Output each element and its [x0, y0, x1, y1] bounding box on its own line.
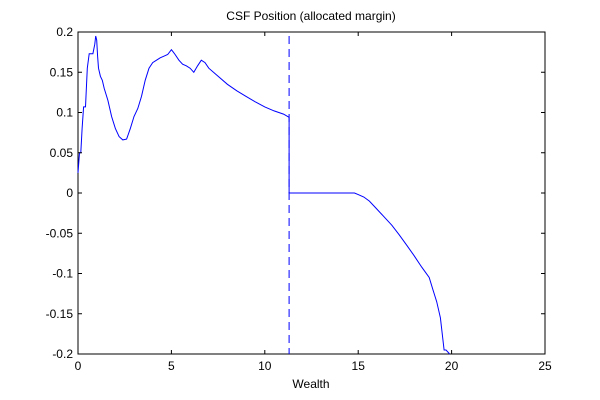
y-tick-label: 0.15 [50, 65, 74, 79]
plot-lines [77, 35, 451, 355]
y-tick-label: -0.05 [46, 226, 74, 240]
y-tick-label: -0.1 [52, 267, 73, 281]
axis-ticks: 0 5 10 15 20 25 -0.2 -0.15 -0.1 -0.05 0 0.05 0.1 0.15… [46, 25, 552, 373]
data-series-line [77, 35, 451, 355]
x-axis-label: Wealth [292, 377, 329, 391]
y-tick-label: 0.1 [56, 106, 73, 120]
y-tick-label: 0 [66, 186, 73, 200]
x-tick-label: 0 [75, 359, 82, 373]
y-tick-label: 0.2 [56, 25, 73, 39]
x-tick-label: 5 [168, 359, 175, 373]
y-tick-label: -0.2 [52, 347, 73, 361]
x-tick-label: 15 [352, 359, 366, 373]
x-tick-label: 20 [445, 359, 459, 373]
chart-title: CSF Position (allocated margin) [226, 9, 395, 23]
x-tick-label: 10 [258, 359, 272, 373]
x-tick-label: 25 [538, 359, 552, 373]
y-tick-label: -0.15 [46, 307, 74, 321]
y-tick-label: 0.05 [50, 146, 74, 160]
